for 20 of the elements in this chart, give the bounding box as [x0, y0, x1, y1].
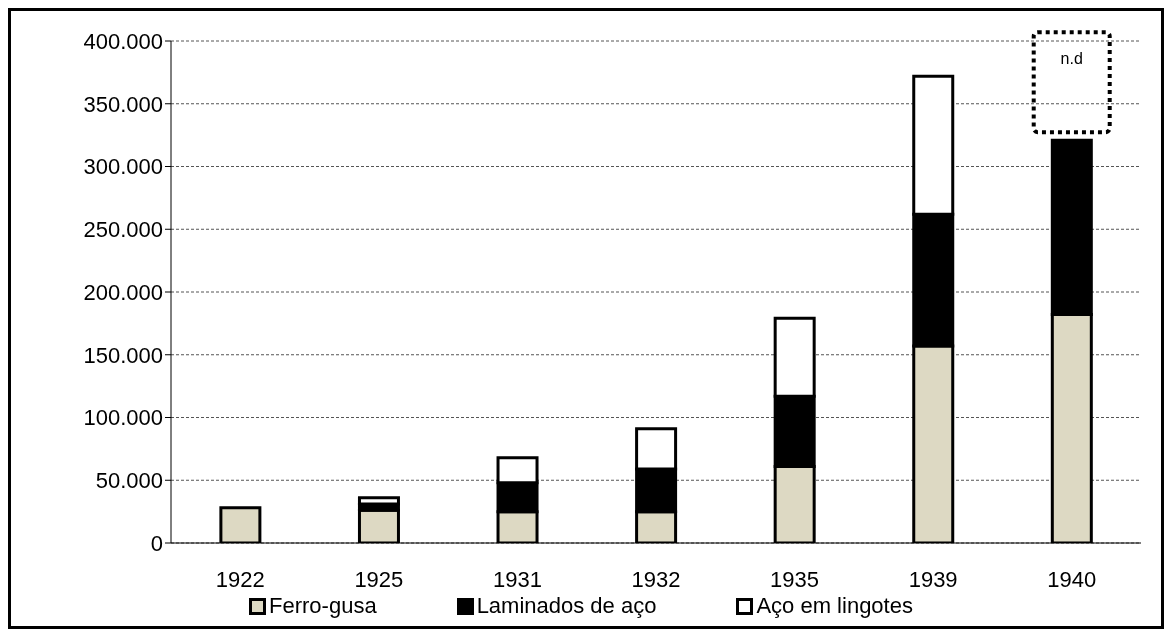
y-tick-label: 400.000	[83, 28, 163, 54]
y-tick-label: 350.000	[83, 91, 163, 117]
legend-label: Ferro-gusa	[268, 593, 377, 619]
annotation: n.d	[1060, 50, 1083, 68]
y-tick-label: 300.000	[83, 154, 163, 180]
x-tick-label: 1922	[215, 566, 265, 592]
y-tick-label: 100.000	[83, 405, 163, 431]
y-tick-label: 250.000	[83, 217, 163, 243]
x-tick-label: 1935	[770, 566, 820, 592]
y-tick-label: 150.000	[83, 342, 163, 368]
x-tick-label: 1940	[1047, 566, 1097, 592]
x-tick-label: 1931	[492, 566, 542, 592]
y-tick-label: 50.000	[95, 468, 163, 494]
x-tick-label: 1925	[354, 566, 404, 592]
y-tick-label: 0	[150, 530, 163, 556]
x-tick-label: 1932	[631, 566, 681, 592]
y-tick-label: 200.000	[83, 279, 163, 305]
legend-label: Aço em lingotes	[755, 593, 913, 619]
x-tick-label: 1939	[908, 566, 958, 592]
legend-label: Laminados de aço	[475, 593, 657, 619]
